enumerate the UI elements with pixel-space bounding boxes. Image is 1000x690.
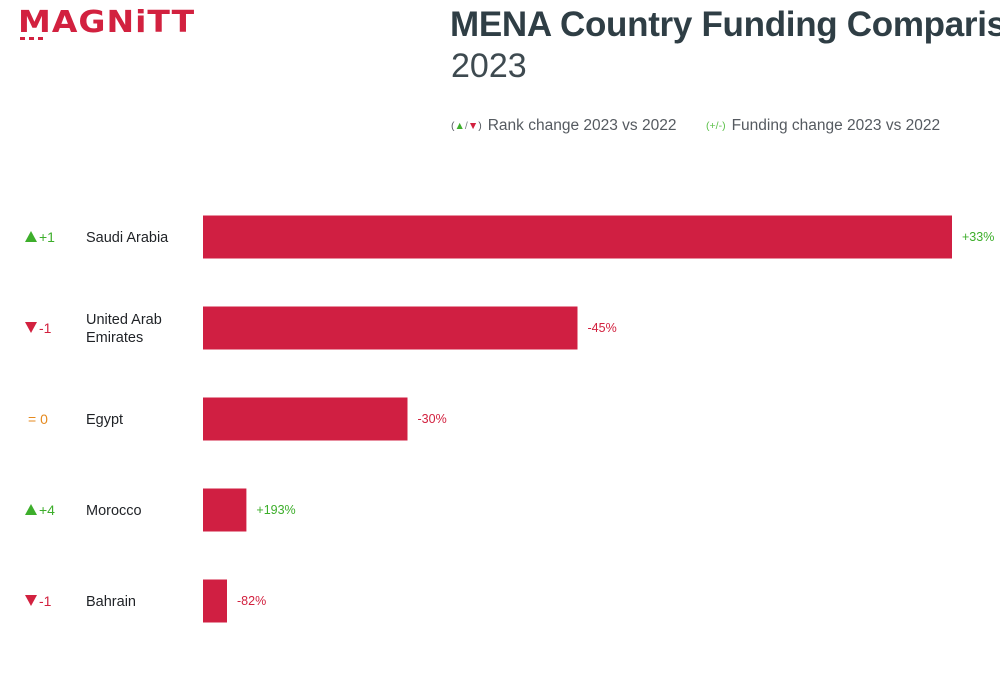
country-label-line: Saudi Arabia	[86, 230, 169, 246]
triangle-up-icon: ▲	[454, 120, 465, 132]
chart-subtitle: 2023	[451, 47, 527, 85]
legend-funding-change: (+/-) Funding change 2023 vs 2022	[706, 116, 940, 136]
country-label: United Arab Emirates	[86, 312, 162, 346]
funding-change-label: +193%	[256, 503, 295, 517]
rank-change-label: -1	[39, 320, 52, 336]
legend-rank-text: Rank change 2023 vs 2022	[487, 117, 677, 134]
rank-change-label: +4	[39, 502, 55, 518]
legend-funding-text: Funding change 2023 vs 2022	[731, 117, 941, 134]
rank-change-label: = 0	[28, 411, 48, 427]
legend-funding-key: (+/-)	[706, 120, 726, 132]
rank-change-2: -1	[25, 320, 52, 336]
legend-rank-key: (▲/▼)	[451, 120, 482, 132]
bar-saudi-arabia	[203, 215, 952, 259]
funding-change-label: -30%	[418, 412, 447, 426]
country-label: Bahrain	[86, 594, 136, 610]
rank-change-4: +4	[25, 502, 55, 518]
rank-change-3: = 0	[28, 411, 48, 427]
magnitt-logo: MAGNiTT	[18, 3, 196, 40]
bar-united-arab-emirates	[203, 306, 578, 350]
country-label-line: Egypt	[86, 412, 123, 428]
triangle-down-icon	[25, 595, 37, 606]
country-label: Saudi Arabia	[86, 230, 169, 246]
triangle-down-icon: ▼	[467, 120, 479, 132]
logo-underline-dots	[20, 37, 43, 40]
country-label-line: United Arab	[86, 312, 162, 328]
triangle-down-icon	[25, 322, 37, 333]
chart-title: MENA Country Funding Comparison	[450, 5, 1000, 44]
rank-change-label: -1	[39, 593, 52, 609]
funding-change-label: -45%	[588, 321, 617, 335]
bar-morocco	[203, 488, 247, 532]
funding-change-label: +33%	[962, 230, 994, 244]
country-label-line: Emirates	[86, 330, 143, 346]
rank-change-label: +1	[39, 229, 55, 245]
country-label-line: Morocco	[86, 503, 142, 519]
rank-change-5: -1	[25, 593, 52, 609]
triangle-up-icon	[25, 231, 37, 242]
funding-change-label: -82%	[237, 594, 266, 608]
bar-egypt	[203, 397, 408, 441]
rank-change-1: +1	[25, 229, 55, 245]
country-label-line: Bahrain	[86, 594, 136, 610]
bar-bahrain	[203, 579, 227, 623]
country-label: Morocco	[86, 503, 142, 519]
triangle-up-icon	[25, 504, 37, 515]
country-label: Egypt	[86, 412, 123, 428]
legend-rank-change: (▲/▼) Rank change 2023 vs 2022	[451, 116, 676, 136]
